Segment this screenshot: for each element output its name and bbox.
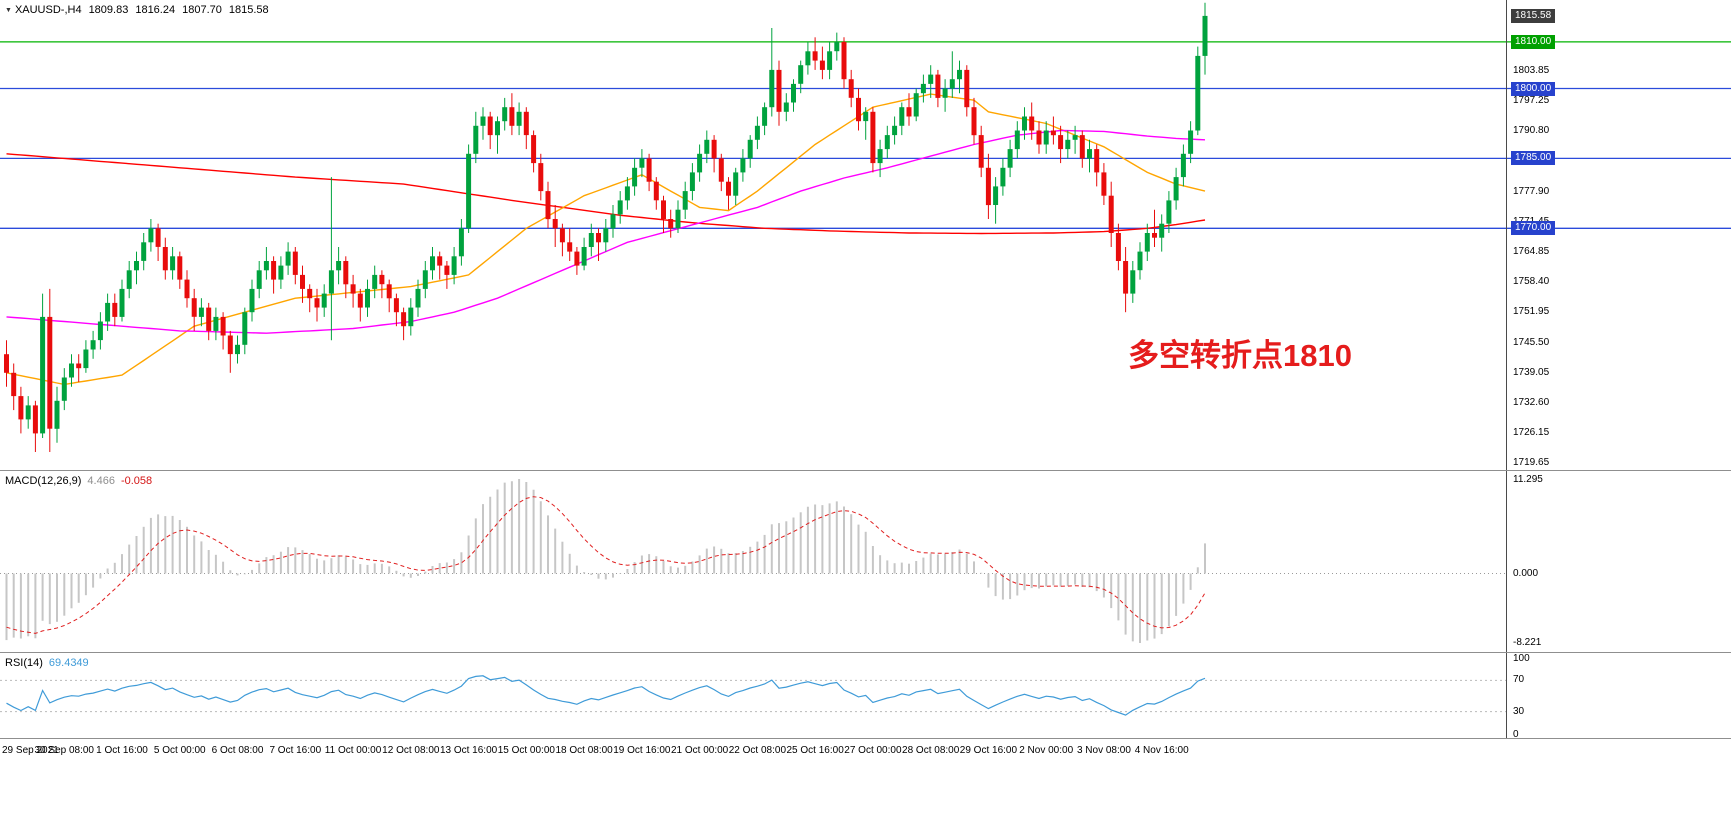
rsi-indicator-name: RSI(14)	[5, 657, 43, 669]
rsi-axis-label: 70	[1513, 674, 1525, 686]
time-axis-label: 11 Oct 00:00	[324, 745, 382, 756]
current-price-tag: 1815.58	[1511, 8, 1556, 23]
price-level-tag: 1810.00	[1511, 34, 1556, 49]
price-chart-panel: ▼ XAUUSD-,H4 1809.83 1816.24 1807.70 1815.58 …	[0, 0, 1731, 470]
macd-label-row: MACD(12,26,9) 4.466 -0.058	[5, 475, 158, 487]
time-axis-label: 7 Oct 16:00	[269, 745, 322, 756]
price-axis-label: 1732.60	[1513, 396, 1550, 408]
price-level-tag: 1785.00	[1511, 151, 1556, 166]
price-axis-label: 1797.25	[1513, 95, 1550, 107]
ohlc-close: 1815.58	[228, 4, 269, 16]
price-axis-label: 1803.85	[1513, 64, 1550, 76]
macd-canvas[interactable]	[0, 471, 1506, 653]
symbol-period-label: XAUUSD-,H4	[14, 4, 82, 16]
candles[interactable]	[4, 2, 1208, 452]
time-axis-label: 25 Oct 16:00	[786, 745, 844, 756]
price-chart-canvas[interactable]	[0, 0, 1731, 470]
ohlc-high: 1816.24	[135, 4, 176, 16]
time-axis-label: 1 Oct 16:00	[96, 745, 148, 756]
time-axis-label: 30 Sep 08:00	[34, 745, 95, 756]
price-axis-label: 1719.65	[1513, 456, 1550, 468]
rsi-value: 69.4349	[48, 657, 89, 669]
macd-signal-value: -0.058	[120, 475, 153, 487]
price-axis-label: 1758.40	[1513, 276, 1550, 288]
rsi-axis[interactable]: 100 70 30 0	[1506, 653, 1731, 740]
symbol-dropdown-icon[interactable]: ▼	[5, 7, 12, 14]
macd-indicator-name: MACD(12,26,9)	[5, 475, 82, 487]
price-level-tag: 1800.00	[1511, 81, 1556, 96]
ohlc-open: 1809.83	[88, 4, 129, 16]
chart-annotation[interactable]: 多空转折点1810	[1128, 338, 1352, 373]
rsi-panel: RSI(14) 69.4349 100 70 30 0	[0, 652, 1731, 740]
rsi-line	[6, 675, 1206, 716]
ma-slow-red	[6, 153, 1206, 235]
time-axis-label: 28 Oct 08:00	[902, 745, 960, 756]
macd-axis-label: 0.000	[1513, 567, 1539, 579]
rsi-label-row: RSI(14) 69.4349	[5, 657, 95, 669]
time-axis-label: 3 Nov 08:00	[1076, 745, 1131, 756]
time-axis-label: 6 Oct 08:00	[211, 745, 264, 756]
time-axis-label: 2 Nov 00:00	[1019, 745, 1074, 756]
macd-main-value: 4.466	[87, 475, 115, 487]
time-axis-label: 15 Oct 00:00	[497, 745, 555, 756]
macd-panel: MACD(12,26,9) 4.466 -0.058 11.295 0.000 -8.2…	[0, 470, 1731, 653]
rsi-canvas[interactable]	[0, 653, 1506, 739]
time-axis-label: 12 Oct 08:00	[382, 745, 440, 756]
price-axis-label: 1751.95	[1513, 306, 1550, 318]
macd-axis[interactable]: 11.295 0.000 -8.221	[1506, 471, 1731, 653]
time-axis-label: 29 Sep 2021	[2, 745, 59, 756]
rsi-axis-label: 30	[1513, 705, 1525, 717]
macd-axis-label: 11.295	[1513, 474, 1543, 485]
price-axis-label: 1777.90	[1513, 185, 1550, 197]
price-axis-label: 1745.50	[1513, 336, 1550, 348]
rsi-axis-label: 100	[1513, 653, 1530, 664]
price-axis-label: 1726.15	[1513, 426, 1550, 438]
price-axis-label: 1764.85	[1513, 246, 1550, 258]
time-axis-label: 22 Oct 08:00	[728, 745, 787, 756]
ohlc-low: 1807.70	[182, 4, 222, 16]
time-axis-label: 5 Oct 00:00	[153, 745, 206, 756]
price-axis-label: 1771.45	[1513, 216, 1549, 227]
time-axis-label: 19 Oct 16:00	[613, 745, 671, 756]
price-axis[interactable]: 1803.85 1797.25 1790.80 1777.90 1771.45 1764.…	[1506, 0, 1731, 470]
price-level-tag: 1770.00	[1511, 221, 1556, 236]
price-axis-label: 1739.05	[1513, 366, 1550, 378]
time-axis-label: 18 Oct 08:00	[555, 745, 613, 756]
time-axis-label: 29 Oct 16:00	[959, 745, 1018, 756]
time-axis[interactable]: 29 Sep 2021 30 Sep 08:00 1 Oct 16:00 5 Oct …	[0, 738, 1731, 835]
macd-axis-label: -8.221	[1513, 637, 1542, 648]
time-axis-label: 27 Oct 00:00	[844, 745, 902, 756]
rsi-axis-label: 0	[1513, 729, 1519, 740]
time-axis-label: 4 Nov 16:00	[1134, 745, 1189, 756]
ohlc-header: ▼ XAUUSD-,H4 1809.83 1816.24 1807.70 1815.58	[5, 4, 276, 16]
macd-histogram	[5, 479, 1206, 643]
horizontal-level-lines[interactable]	[0, 41, 1731, 229]
price-axis-label: 1790.80	[1513, 125, 1550, 137]
time-axis-label: 21 Oct 00:00	[670, 745, 729, 756]
time-axis-label: 13 Oct 16:00	[439, 745, 498, 756]
